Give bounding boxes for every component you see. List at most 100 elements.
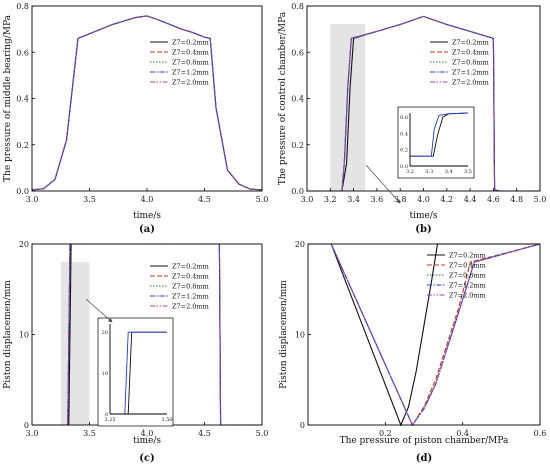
legend: Z7=0.2mm Z7=0.4mm Z7=0.8mm Z7=1.2mm Z7=2.0mm <box>427 252 486 300</box>
y-axis-title: The pressure of control chamber/MPa <box>278 11 288 185</box>
x-tick-label: 4.5 <box>198 429 211 438</box>
callout-arrow <box>365 164 401 204</box>
chart-panel-4: 0.2 0.4 0.6 0 10 20 The pressure of piston cha… <box>279 240 546 464</box>
legend: Z7=0.2mm Z7=0.4mm Z7=0.8mm Z7=1.2mm Z7=2.0mm <box>150 39 209 87</box>
x-tick-label: 4.8 <box>510 195 523 204</box>
x-tick-label: 0.6 <box>534 429 547 438</box>
series-line-5 <box>307 15 540 192</box>
chart-panel-1: 3.0 3.5 4.0 4.5 5.0 0.0 0.2 0.4 0.6 0.8 time/s The … <box>3 2 268 235</box>
x-tick-label: 5.0 <box>256 429 269 438</box>
y-axis-title: The pressure of middle bearing/MPa <box>3 14 13 182</box>
panel-label: (d) <box>416 453 432 464</box>
inset-y-tick-label: 0.2 <box>400 148 408 154</box>
series-line-3 <box>31 15 263 191</box>
y-tick-label: 0.4 <box>16 95 29 104</box>
y-tick-label: 20 <box>19 240 29 249</box>
inset-x-tick-label: 3.25 <box>104 417 115 423</box>
inset-x-tick-label: 3.3 <box>425 169 433 175</box>
y-tick-label: 10 <box>295 331 305 340</box>
inset-series-line <box>410 112 469 157</box>
x-axis-title: time/s <box>133 436 161 446</box>
callout-arrow <box>85 298 113 323</box>
inset-x-tick-label: 3.5 <box>464 169 472 175</box>
legend: Z7=0.2mm Z7=0.4mm Z7=0.8mm Z7=1.2mm Z7=2.0mm <box>430 39 489 87</box>
y-tick-label: 0 <box>24 421 29 430</box>
series-line-2 <box>308 243 541 427</box>
chart-panel-2: 3.0 3.2 3.4 3.6 3.8 4.0 4.2 4.4 4.6 4.8 5.0 0.0 0.2 0… <box>278 2 546 235</box>
x-tick-label: 4.0 <box>417 195 430 204</box>
y-tick-label: 0.8 <box>291 2 304 11</box>
y-tick-label: 0.6 <box>291 48 304 57</box>
x-tick-label: 3.8 <box>394 195 407 204</box>
x-tick-label: 0.2 <box>379 429 392 438</box>
legend-label: Z7=0.8mm <box>172 59 209 67</box>
x-tick-label: 3.5 <box>83 195 96 204</box>
inset-y-tick-label: 0.6 <box>400 115 408 121</box>
y-tick-label: 0.2 <box>16 141 29 150</box>
inset-y-tick-label: 0.0 <box>400 164 408 170</box>
x-tick-label: 4.6 <box>487 195 500 204</box>
x-tick-label: 3.0 <box>26 429 39 438</box>
x-tick-label: 5.0 <box>256 195 269 204</box>
y-tick-label: 0.2 <box>291 141 304 150</box>
inset-y-tick-label: 20 <box>102 330 108 336</box>
legend-label: Z7=0.4mm <box>172 273 209 281</box>
plot-frame <box>31 5 263 192</box>
legend-label: Z7=0.4mm <box>452 49 489 57</box>
legend-label: Z7=0.2mm <box>172 263 209 271</box>
panel-label: (c) <box>139 453 155 464</box>
legend-label: Z7=0.2mm <box>172 39 209 47</box>
legend-label: Z7=2.0mm <box>452 79 489 87</box>
legend-label: Z7=1.2mm <box>449 282 486 290</box>
legend-label: Z7=1.2mm <box>172 69 209 77</box>
series-line-2 <box>31 15 263 191</box>
x-tick-label: 3.6 <box>371 195 384 204</box>
inset-chart: 3.25 3.50 0 10 20 <box>97 317 174 427</box>
x-tick-label: 0.4 <box>456 429 469 438</box>
series-line-4 <box>31 15 263 191</box>
legend-label: Z7=0.2mm <box>449 252 486 260</box>
y-tick-label: 0.0 <box>291 187 304 196</box>
y-tick-label: 0.4 <box>291 95 304 104</box>
x-tick-label: 3.5 <box>83 429 96 438</box>
x-tick-label: 3.4 <box>347 195 360 204</box>
panel-label: (a) <box>139 224 155 235</box>
legend-label: Z7=0.8mm <box>449 272 486 280</box>
legend-label: Z7=0.8mm <box>452 59 489 67</box>
x-axis-title: The pressure of piston chamber/MPa <box>340 436 509 446</box>
series-line-1 <box>308 243 540 427</box>
inset-y-tick-label: 0 <box>105 412 108 418</box>
legend-label: Z7=1.2mm <box>172 293 209 301</box>
highlight-region <box>60 262 90 425</box>
x-tick-label: 3.2 <box>324 195 337 204</box>
legend-label: Z7=2.0mm <box>172 303 209 311</box>
inset-y-tick-label: 10 <box>102 371 108 377</box>
legend-label: Z7=0.2mm <box>452 39 489 47</box>
legend-label: Z7=1.2mm <box>452 69 489 77</box>
inset-x-tick-label: 3.4 <box>445 169 453 175</box>
legend-label: Z7=2.0mm <box>172 79 209 87</box>
y-tick-label: 0.0 <box>16 187 29 196</box>
x-tick-label: 4.0 <box>141 429 154 438</box>
x-tick-label: 4.2 <box>440 195 453 204</box>
legend-label: Z7=2.0mm <box>449 292 486 300</box>
x-tick-label: 4.0 <box>141 195 154 204</box>
x-tick-label: 3.0 <box>301 195 314 204</box>
y-axis-title: Piston displacemen/mm <box>3 280 13 389</box>
x-tick-label: 4.4 <box>464 195 477 204</box>
legend-label: Z7=0.4mm <box>449 262 486 270</box>
legend-label: Z7=0.4mm <box>172 49 209 57</box>
series-line-1 <box>31 15 263 191</box>
highlight-region <box>330 24 366 191</box>
inset-x-tick-label: 3.50 <box>161 417 172 423</box>
inset-y-tick-label: 0.4 <box>400 131 408 137</box>
y-tick-label: 0.6 <box>16 48 29 57</box>
inset-x-tick-label: 3.2 <box>406 169 414 175</box>
inset-frame <box>97 317 174 427</box>
y-tick-label: 20 <box>295 240 305 249</box>
legend: Z7=0.2mm Z7=0.4mm Z7=0.8mm Z7=1.2mm Z7=2.0mm <box>150 263 209 311</box>
x-tick-label: 4.5 <box>198 195 211 204</box>
inset-chart: 3.2 3.3 3.4 3.5 0.0 0.2 0.4 0.6 <box>397 106 475 179</box>
chart-panel-3: 3.0 3.5 4.0 4.5 5.0 0 10 20 time/s Piston displac… <box>3 240 268 464</box>
